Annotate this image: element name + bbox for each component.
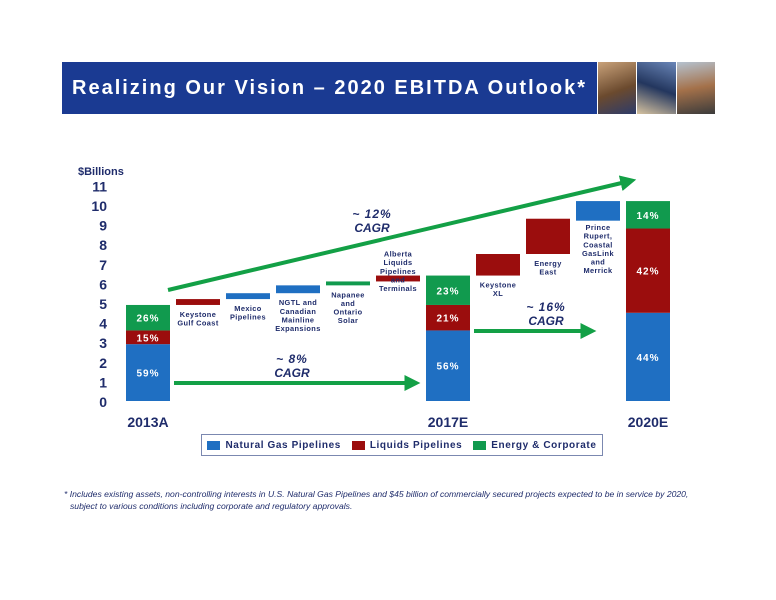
waterfall-step-bar: [576, 201, 620, 221]
segment-pct-label: 44%: [636, 353, 659, 364]
segment-pct-label: 59%: [136, 369, 159, 380]
waterfall-step-label: Prince Rupert, Coastal GasLink and Merrick: [582, 223, 614, 275]
segment-pct-label: 42%: [636, 267, 659, 278]
y-tick-label: 0: [99, 394, 107, 410]
legend-label-liquids: Liquids Pipelines: [369, 439, 463, 451]
segment-pct-label: 21%: [436, 314, 459, 325]
cagr-value: ~ 12%: [352, 207, 391, 221]
y-tick-label: 1: [99, 374, 107, 390]
waterfall-step-bar: [476, 254, 520, 276]
waterfall-step-label: Keystone Gulf Coast: [177, 310, 219, 328]
y-tick-label: 8: [99, 237, 107, 253]
legend-item-energy: Energy & Corporate: [473, 440, 596, 451]
stacked-bar-segment: [126, 344, 170, 401]
waterfall-step-bar: [226, 293, 270, 300]
segment-pct-label: 56%: [436, 362, 459, 373]
title-banner: Realizing Our Vision – 2020 EBITDA Outlo…: [62, 62, 597, 114]
stacked-bar-segment: [426, 304, 470, 331]
y-tick-label: 2: [99, 355, 107, 371]
waterfall-step-bar: [276, 285, 320, 294]
cagr-value: ~ 8%: [276, 352, 308, 366]
waterfall-step-bar: [176, 299, 220, 305]
y-tick-label: 3: [99, 335, 107, 351]
waterfall-step-label: Alberta Liquids Pipelines and Terminals: [379, 250, 417, 293]
stacked-bar-segment: [626, 312, 670, 401]
footnote-line-2: subject to various conditions including …: [70, 501, 353, 511]
segment-pct-label: 15%: [136, 333, 159, 344]
y-tick-label: 6: [99, 276, 107, 292]
segment-pct-label: 23%: [436, 286, 459, 297]
cagr-label: CAGR: [528, 314, 564, 328]
waterfall-step-label: Keystone XL: [480, 281, 516, 299]
waterfall-step-bar: [526, 218, 570, 254]
legend-swatch-liquids: [351, 440, 365, 450]
waterfall-step-bar: [326, 281, 370, 286]
footnote: * Includes existing assets, non-controll…: [64, 488, 714, 512]
waterfall-step-label: Energy East: [534, 259, 562, 277]
cagr-arrow-12: [167, 175, 637, 292]
page-title: Realizing Our Vision – 2020 EBITDA Outlo…: [72, 76, 587, 99]
legend-label-natural-gas: Natural Gas Pipelines: [225, 439, 341, 451]
waterfall-step-label: Napanee and Ontario Solar: [331, 290, 365, 325]
y-tick-label: 7: [99, 257, 107, 273]
cagr-label: CAGR: [274, 366, 310, 380]
worker-photo-2: [636, 62, 676, 114]
y-tick-label: 4: [99, 316, 107, 332]
legend-label-energy: Energy & Corporate: [491, 439, 597, 451]
legend-swatch-natural-gas: [207, 440, 221, 450]
worker-photo-3: [675, 62, 715, 114]
stacked-bar-segment: [426, 330, 470, 401]
y-tick-label: 5: [99, 296, 107, 312]
y-tick-label: 11: [92, 178, 107, 194]
cagr-label: CAGR: [354, 221, 390, 235]
waterfall-step-label: NGTL and Canadian Mainline Expansions: [275, 298, 320, 333]
cagr-value: ~ 16%: [526, 300, 565, 314]
legend-swatch-energy: [473, 440, 487, 450]
chart-legend: Natural Gas Pipelines Liquids Pipelines …: [201, 434, 603, 456]
x-category-label: 2017E: [428, 414, 468, 430]
stacked-bar-segment: [126, 330, 170, 345]
y-tick-label: 10: [91, 198, 107, 214]
segment-pct-label: 14%: [636, 211, 659, 222]
stacked-bar-segment: [426, 275, 470, 305]
photo-strip: [597, 62, 715, 114]
stacked-bar-segment: [626, 228, 670, 313]
stacked-bar-segment: [126, 304, 170, 331]
x-category-label: 2020E: [628, 414, 668, 430]
waterfall-step-label: Mexico Pipelines: [230, 304, 266, 322]
worker-photo-1: [597, 62, 637, 114]
y-tick-label: 9: [99, 218, 107, 234]
stacked-bar-segment: [626, 201, 670, 229]
footnote-line-1: * Includes existing assets, non-controll…: [64, 489, 689, 499]
x-category-label: 2013A: [127, 414, 168, 430]
waterfall-step-bar: [376, 275, 420, 282]
segment-pct-label: 26%: [136, 314, 159, 325]
legend-item-natural-gas: Natural Gas Pipelines: [207, 440, 340, 451]
legend-item-liquids: Liquids Pipelines: [351, 439, 463, 451]
y-axis-label: $Billions: [78, 166, 124, 178]
